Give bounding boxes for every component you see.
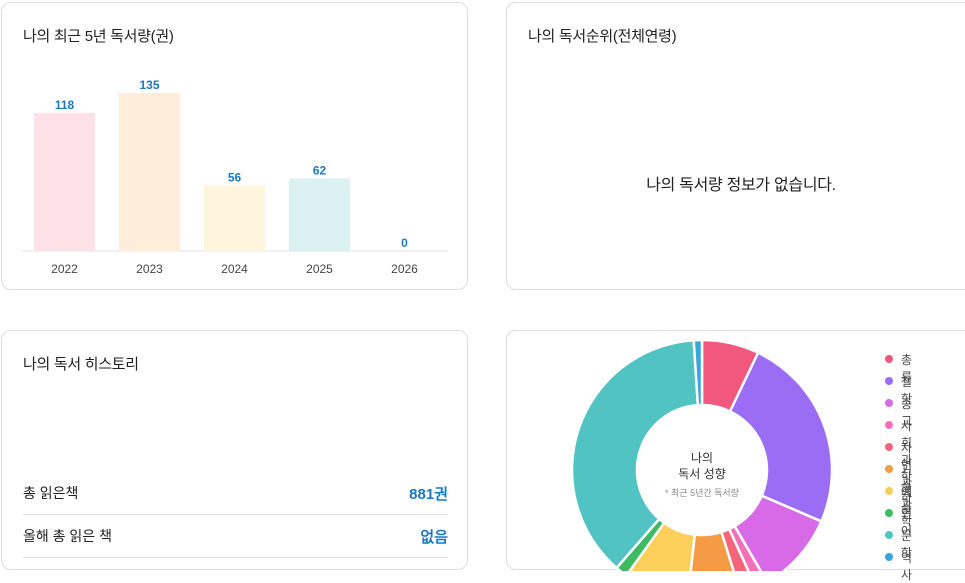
legend-label: 문학 [901,529,913,560]
bar-2023[interactable] [119,93,180,251]
reading-ranking-card: 나의 독서순위(전체연령) 나의 독서량 정보가 없습니다. [506,2,965,290]
legend-label: 기술과학 [901,463,913,528]
legend-label: 철학 [901,375,913,406]
legend-dot-icon [885,553,893,561]
reading-ranking-title: 나의 독서순위(전체연령) [528,28,677,45]
stat-row-total-read: 총 읽은책 881권 [23,472,448,515]
recent-reading-title: 나의 최근 5년 독서량(권) [23,28,174,45]
bar-2024[interactable] [204,185,265,251]
reading-history-title: 나의 독서 히스토리 [23,356,139,373]
x-tick-label: 2024 [221,262,248,276]
legend-dot-icon [885,399,893,407]
donut-slice-철학[interactable] [728,351,834,524]
x-tick-label: 2025 [306,262,333,276]
reading-history-card: 나의 독서 히스토리 총 읽은책 881권 올해 총 읽은 책 없음 [1,330,468,570]
bar-value-label: 56 [228,170,242,184]
stat-label: 올해 총 읽은 책 [23,528,112,544]
donut-center-title: 독서 성향 [678,467,726,481]
x-tick-label: 2022 [51,262,78,276]
x-tick-label: 2026 [391,262,418,276]
bar-2022[interactable] [34,112,95,251]
bar-value-label: 62 [313,163,327,177]
legend-label: 종교 [901,397,913,428]
bar-2025[interactable] [289,178,350,251]
recent-reading-card: 나의 최근 5년 독서량(권) 118 2022 135 2023 56 2024 62 20… [1,2,468,290]
donut-slice-문학[interactable] [570,338,700,570]
donut-center-note: * 최근 5년간 독서량 [665,487,739,498]
legend-dot-icon [885,377,893,385]
legend-dot-icon [885,355,893,363]
bar-value-label: 135 [139,78,159,92]
x-tick-label: 2023 [136,262,163,276]
donut-slice-종교[interactable] [732,494,824,571]
stat-label: 총 읽은책 [23,485,79,501]
ranking-empty-message: 나의 독서량 정보가 없습니다. [646,177,836,194]
legend-label: 역사 [901,551,913,582]
legend-label: 사회과학 [901,419,913,484]
stat-row-this-year: 올해 총 읽은 책 없음 [23,515,448,558]
legend-label: 언어 [901,507,913,538]
legend-label: 자연과학 [901,441,913,506]
legend-label: 총류 [901,353,913,384]
legend-dot-icon [885,487,893,495]
stat-value: 없음 [420,529,448,546]
legend-dot-icon [885,421,893,429]
recent-reading-bar-chart: 118 2022 135 2023 56 2024 62 2025 0 2026 [22,78,448,276]
donut-slice-예술[interactable] [626,521,697,571]
legend-dot-icon [885,443,893,451]
bar-value-label: 118 [55,98,75,112]
bar-value-label: 0 [401,236,408,250]
legend-dot-icon [885,465,893,473]
stat-value: 881권 [409,486,448,503]
legend-label: 예술 [901,485,913,516]
donut-center-label: 나의 [691,451,713,465]
donut-slice-역사[interactable] [692,338,704,407]
legend-dot-icon [885,531,893,539]
legend-dot-icon [885,509,893,517]
